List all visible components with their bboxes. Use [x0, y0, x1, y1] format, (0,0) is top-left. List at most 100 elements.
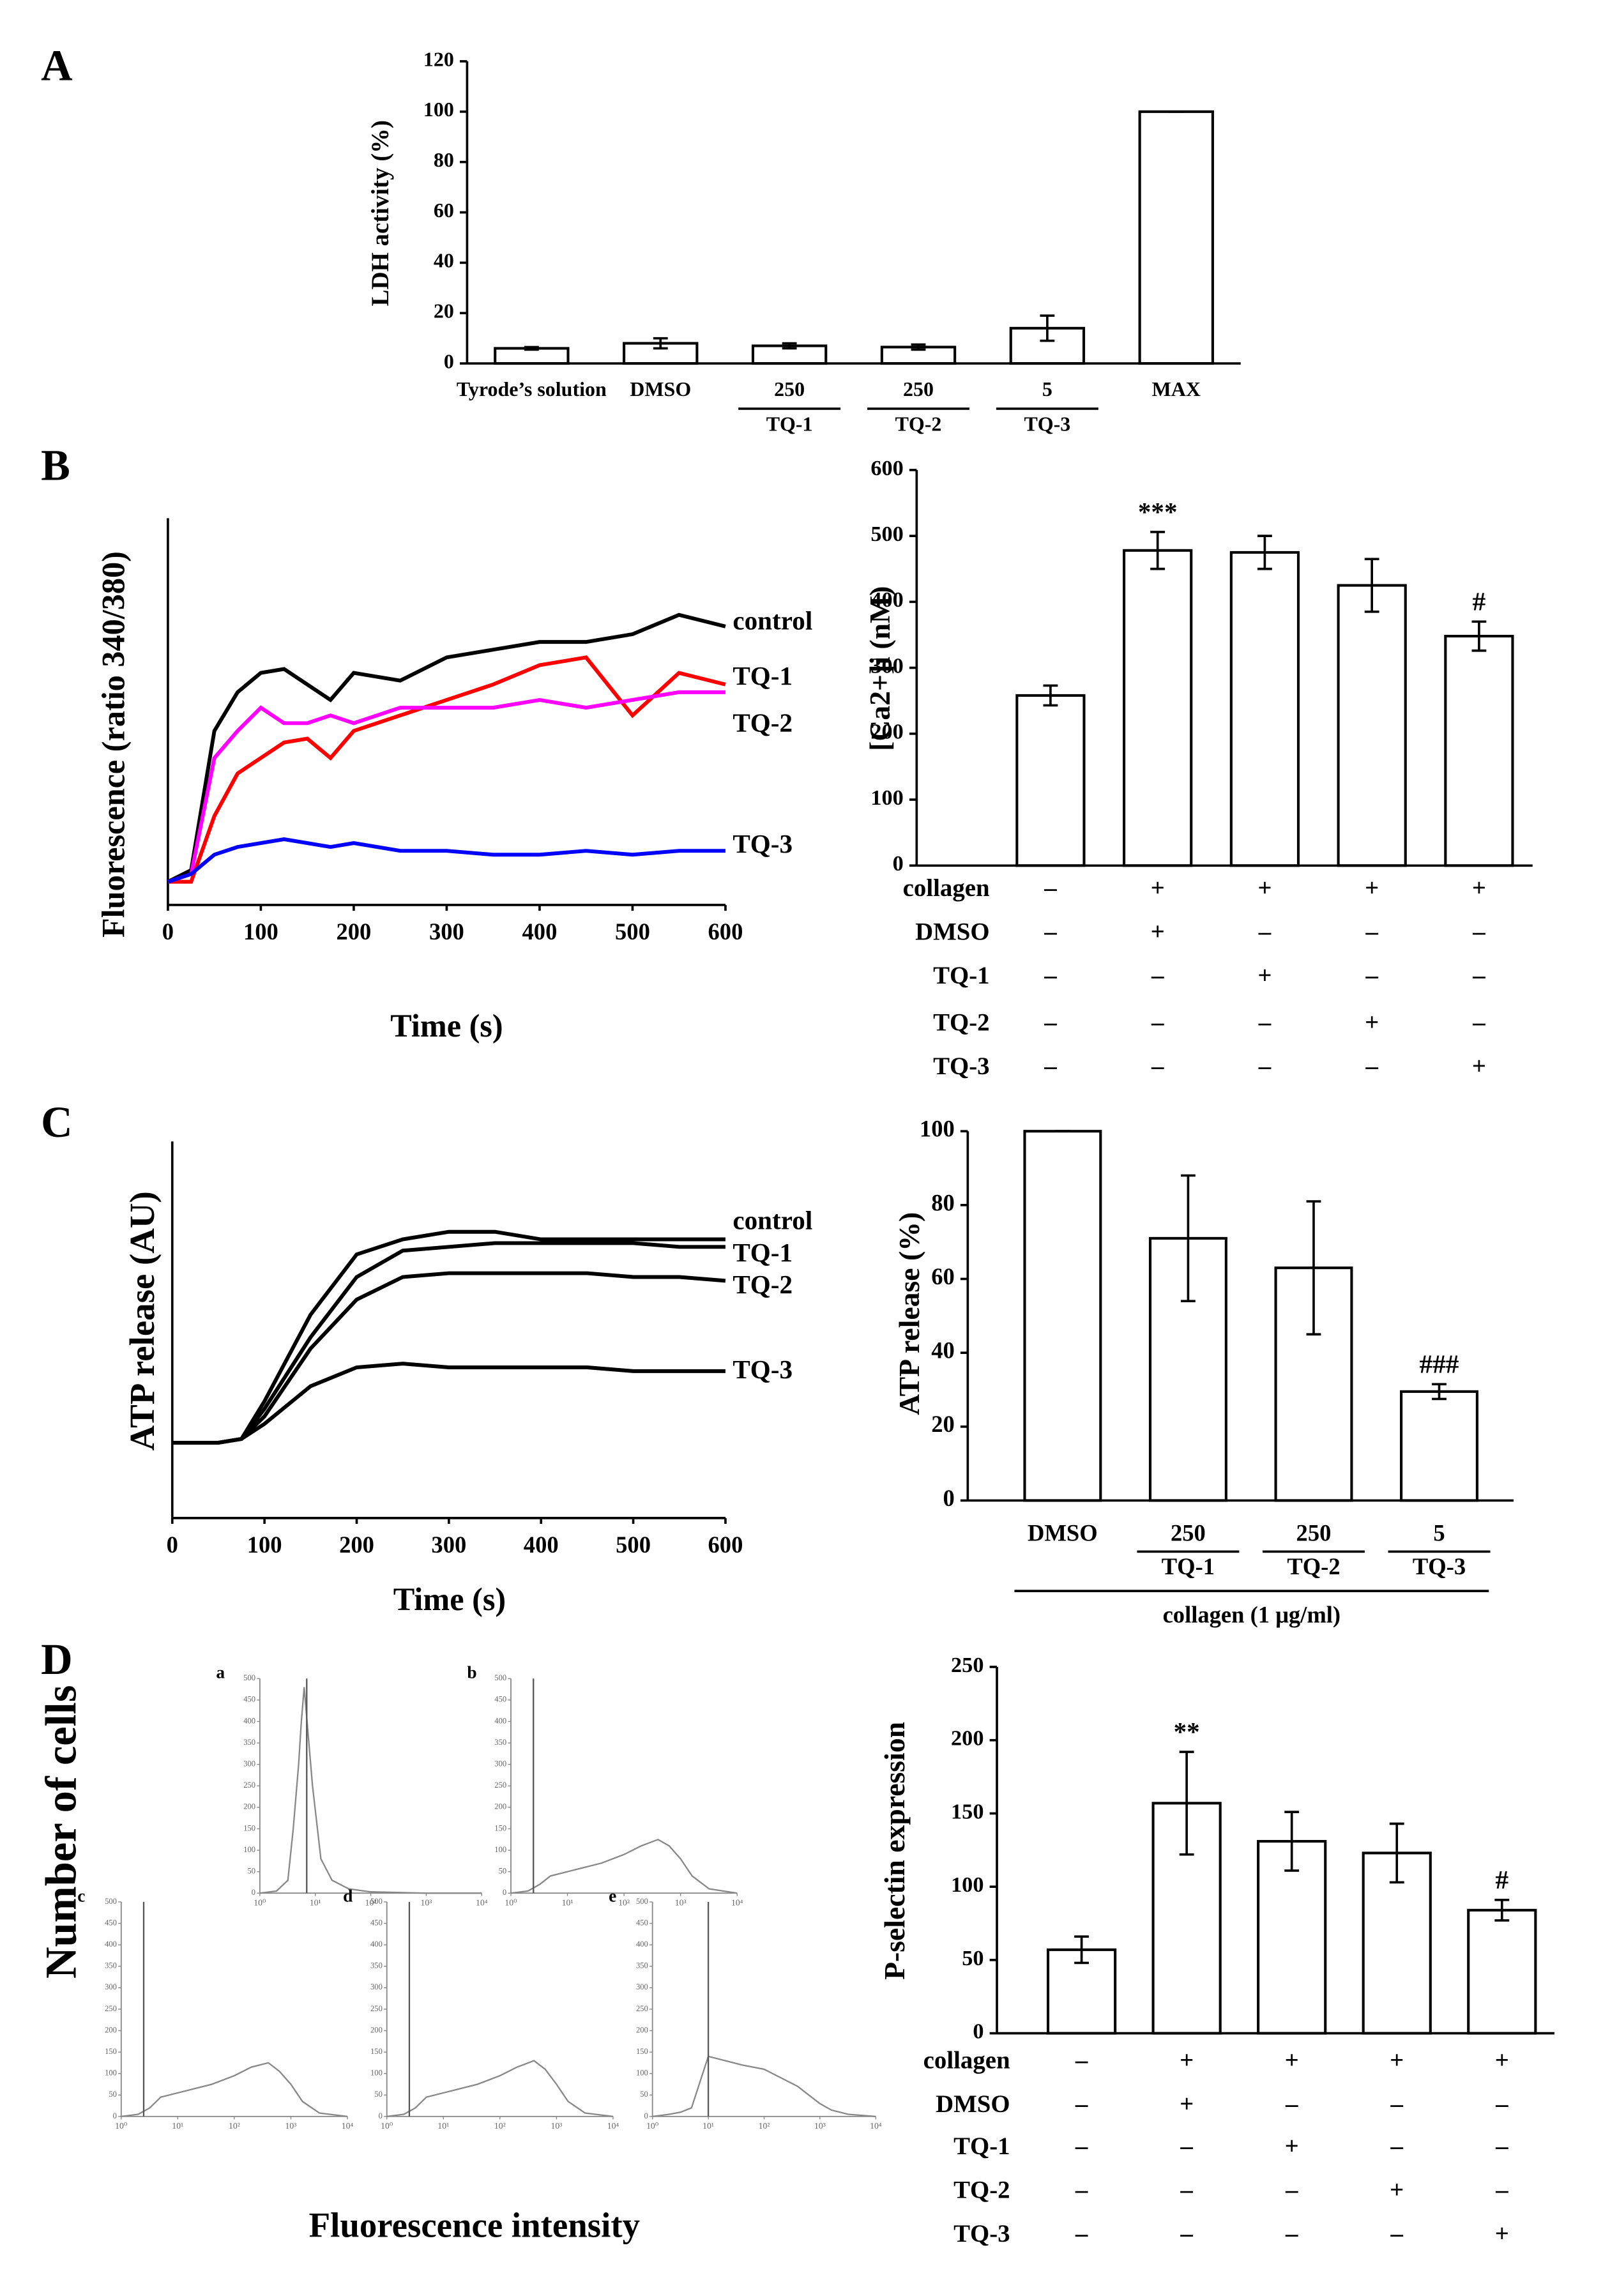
y-tick-label: 50: [962, 1946, 983, 1970]
x-tick-label: 10⁰: [115, 2121, 128, 2131]
sub-label: TQ-1: [1162, 1553, 1215, 1579]
sub-label: TQ-3: [1024, 413, 1070, 436]
x-tick-label: 400: [524, 1532, 559, 1558]
x-tick-label: Tyrode’s solution: [457, 377, 607, 400]
y-tick-label: 200: [870, 720, 903, 744]
x-tick-label: 10³: [814, 2121, 826, 2131]
significance: #: [1496, 1865, 1509, 1894]
x-tick-label: 600: [708, 1532, 743, 1558]
x-tick-label: 250: [774, 377, 805, 400]
x-tick-label: 10³: [551, 2121, 562, 2131]
series-line: [172, 1362, 725, 1445]
y-tick-label: 100: [494, 1845, 506, 1854]
condition-symbol: –: [1075, 2177, 1088, 2204]
y-tick-label: 50: [499, 1866, 507, 1875]
bar: [1023, 1130, 1102, 1502]
y-tick-label: 350: [105, 1961, 117, 1970]
y-tick-label: 100: [370, 2069, 383, 2078]
condition-symbol: +: [1151, 918, 1165, 946]
y-tick-label: 350: [494, 1738, 506, 1747]
y-tick-label: 100: [423, 98, 454, 121]
y-tick-label: 250: [494, 1781, 506, 1790]
condition-symbol: –: [1258, 1053, 1272, 1080]
condition-symbol: –: [1180, 2177, 1193, 2204]
panel-sublabel: c: [77, 1886, 85, 1905]
condition-symbol: –: [1075, 2046, 1088, 2074]
x-axis-label: Time (s): [390, 1008, 503, 1044]
y-tick-label: 100: [243, 1845, 255, 1854]
series-line: [172, 1229, 725, 1445]
y-tick-label: 0: [503, 1888, 506, 1897]
condition-symbol: –: [1151, 1008, 1164, 1036]
y-tick-label: 40: [434, 249, 454, 272]
y-tick-label: 100: [870, 786, 903, 810]
x-tick-label: 500: [616, 1532, 651, 1558]
y-tick-label: 100: [920, 1116, 955, 1142]
condition-symbol: –: [1495, 2090, 1508, 2118]
condition-symbol: +: [1472, 1053, 1486, 1080]
x-tick-label: 10⁰: [381, 2121, 393, 2131]
condition-symbol: +: [1495, 2046, 1509, 2074]
condition-symbol: –: [1044, 918, 1057, 946]
x-tick-label: MAX: [1152, 377, 1201, 400]
y-tick-label: 250: [636, 2004, 648, 2013]
y-tick-label: 250: [105, 2004, 117, 2013]
condition-label: collagen: [903, 874, 990, 902]
condition-symbol: –: [1044, 1008, 1057, 1036]
condition-symbol: –: [1044, 1053, 1057, 1080]
y-tick-label: 150: [370, 2047, 383, 2056]
condition-symbol: –: [1258, 918, 1272, 946]
condition-symbol: –: [1075, 2220, 1088, 2247]
series-label: control: [733, 605, 812, 635]
condition-symbol: +: [1472, 874, 1486, 902]
y-tick-label: 0: [252, 1888, 255, 1897]
series-line: [167, 655, 726, 884]
condition-symbol: –: [1285, 2177, 1298, 2204]
histogram-curve: [510, 1838, 738, 1894]
condition-symbol: –: [1390, 2220, 1404, 2247]
x-tick-label: 10⁰: [505, 1897, 517, 1907]
y-tick-label: 50: [374, 2090, 383, 2099]
y-tick-label: 500: [105, 1897, 117, 1906]
condition-symbol: +: [1151, 874, 1165, 902]
y-tick-label: 40: [931, 1337, 955, 1364]
bar: [1015, 694, 1086, 867]
x-tick-label: 200: [339, 1532, 374, 1558]
x-tick-label: 10⁴: [476, 1897, 488, 1907]
y-tick-label: 350: [243, 1738, 255, 1747]
x-tick-label: 5: [1042, 377, 1052, 400]
significance: ###: [1420, 1349, 1459, 1378]
bar: [1400, 1390, 1479, 1502]
y-tick-label: 400: [243, 1716, 255, 1725]
y-tick-label: 20: [434, 300, 454, 323]
series-label: control: [733, 1206, 812, 1235]
x-tick-label: 0: [167, 1532, 178, 1558]
y-tick-label: 300: [636, 1982, 648, 1991]
condition-symbol: –: [1390, 2090, 1404, 2118]
y-tick-label: 60: [434, 199, 454, 222]
y-axis-label: LDH activity (%): [367, 120, 394, 306]
x-tick-label: 10⁰: [646, 2121, 659, 2131]
y-tick-label: 300: [494, 1760, 506, 1768]
y-tick-label: 150: [494, 1823, 506, 1832]
y-tick-label: 200: [243, 1802, 255, 1811]
x-tick-label: 10²: [618, 1897, 630, 1907]
series-label: TQ-3: [733, 829, 793, 858]
y-tick-label: 0: [644, 2111, 648, 2120]
panel-letter: A: [41, 41, 73, 89]
condition-label: TQ-2: [953, 2177, 1010, 2204]
condition-symbol: –: [1075, 2090, 1088, 2118]
y-tick-label: 400: [636, 1940, 648, 1949]
x-tick-label: 10⁰: [254, 1897, 266, 1907]
y-axis-label: ATP release (AU): [123, 1191, 162, 1450]
series-label: TQ-1: [733, 1238, 793, 1267]
bar: [1138, 110, 1214, 365]
y-tick-label: 0: [973, 2019, 983, 2043]
y-tick-label: 100: [951, 1873, 983, 1897]
y-tick-label: 150: [105, 2047, 117, 2056]
series-label: TQ-1: [733, 661, 793, 690]
condition-label: TQ-1: [933, 962, 989, 989]
y-tick-label: 450: [105, 1918, 117, 1927]
x-tick-label: 10²: [365, 1897, 377, 1907]
